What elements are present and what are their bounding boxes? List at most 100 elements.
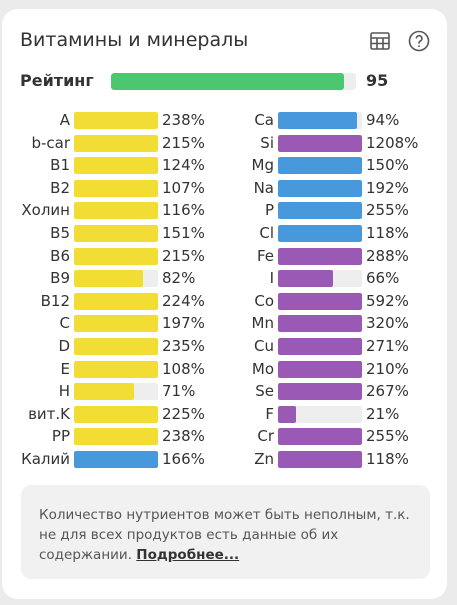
nutrient-label: B2: [50, 178, 70, 197]
nutrient-bar: [278, 225, 362, 242]
nutrient-bar: [74, 405, 158, 423]
nutrient-bar-fill: [74, 202, 158, 220]
nutrient-row-right: Fe 288%: [2, 245, 447, 267]
nutrient-bar: [74, 338, 158, 355]
nutrient-bar: [278, 134, 362, 152]
nutrient-label: Mn: [251, 314, 274, 333]
nutrient-label: B1: [50, 156, 70, 175]
nutrient-percent: 82%: [162, 269, 196, 288]
nutrient-row-right: P 255%: [2, 199, 447, 221]
nutrient-percent: 255%: [366, 201, 409, 220]
nutrient-label: Холин: [21, 201, 70, 220]
nutrient-percent: 238%: [162, 427, 205, 446]
nutrient-row-left: вит.K 225%: [2, 403, 447, 425]
table-icon[interactable]: [368, 29, 392, 53]
nutrient-label: Mg: [251, 156, 274, 175]
nutrient-bar: [278, 247, 362, 265]
nutrient-bar-fill: [74, 451, 158, 468]
nutrient-percent: 124%: [162, 156, 205, 175]
nutrient-bar: [74, 383, 158, 401]
nutrient-percent: 215%: [162, 246, 205, 265]
nutrient-label: Cr: [257, 427, 274, 446]
nutrient-percent: 108%: [162, 359, 205, 378]
nutrient-bar-fill: [74, 338, 158, 355]
nutrient-label: Mo: [251, 359, 274, 378]
nutrient-label: C: [59, 314, 70, 333]
nutrient-bar: [74, 270, 158, 288]
nutrient-bar-fill: [74, 405, 158, 423]
nutrient-percent: 192%: [366, 178, 409, 197]
nutrient-percent: 150%: [366, 156, 409, 175]
nutrient-row-left: PP 238%: [2, 425, 447, 447]
nutrient-bar-fill: [278, 451, 362, 468]
nutrient-bar-fill: [74, 292, 158, 310]
nutrient-row-left: C 197%: [2, 312, 447, 334]
nutrient-row-right: Mo 210%: [2, 358, 447, 380]
nutrient-percent: 267%: [366, 382, 409, 401]
nutrient-bar-fill: [278, 360, 362, 378]
nutrient-bar-fill: [278, 247, 362, 265]
nutrient-label: B6: [50, 246, 70, 265]
nutrient-bar: [278, 179, 362, 197]
nutrient-bar: [74, 112, 158, 129]
nutrient-row-left: Калий 166%: [2, 448, 447, 470]
nutrient-bar: [74, 247, 158, 265]
nutrient-label: b-car: [31, 133, 70, 152]
nutrient-percent: 118%: [366, 450, 409, 468]
nutrient-row-left: B6 215%: [2, 245, 447, 267]
more-info-link[interactable]: Подробнее...: [136, 547, 240, 563]
nutrient-row-right: F 21%: [2, 403, 447, 425]
nutrient-bar: [278, 405, 362, 423]
nutrient-label: Si: [260, 133, 274, 152]
nutrient-bar-fill: [278, 292, 362, 310]
nutrient-bar-fill: [74, 360, 158, 378]
nutrient-bar: [74, 225, 158, 242]
nutrient-bar-fill: [278, 383, 362, 401]
info-note-text: Количество нутриентов может быть неполны…: [39, 505, 419, 565]
nutrient-percent: 224%: [162, 291, 205, 310]
nutrient-bar-fill: [74, 247, 158, 265]
nutrient-percent: 271%: [366, 337, 409, 355]
nutrient-label: F: [265, 404, 274, 423]
nutrient-bar-fill: [278, 202, 362, 220]
nutrient-percent: 320%: [366, 314, 409, 333]
nutrient-bar: [278, 428, 362, 446]
nutrient-label: Fe: [256, 246, 274, 265]
nutrient-percent: 116%: [162, 201, 205, 220]
nutrient-percent: 210%: [366, 359, 409, 378]
nutrient-bar: [74, 451, 158, 468]
nutrient-percent: 118%: [366, 224, 409, 242]
nutrient-row-right: I 66%: [2, 267, 447, 289]
nutrient-bar: [278, 112, 362, 129]
nutrient-bar: [278, 292, 362, 310]
nutrient-bar: [278, 315, 362, 333]
card-title: Витамины и минералы: [20, 29, 249, 51]
nutrient-row-right: Cu 271%: [2, 335, 447, 357]
nutrient-percent: 151%: [162, 224, 205, 242]
nutrient-row-left: D 235%: [2, 335, 447, 357]
nutrient-label: A: [59, 111, 70, 129]
nutrient-row-right: Mn 320%: [2, 312, 447, 334]
nutrient-row-left: E 108%: [2, 358, 447, 380]
nutrient-bar: [278, 451, 362, 468]
nutrient-bar-fill: [278, 315, 362, 333]
nutrient-bar-fill: [74, 270, 143, 288]
vitamins-minerals-card: Витамины и минералы Рейтинг 95 A 238% b-ca…: [2, 9, 447, 599]
nutrient-label: Se: [255, 382, 274, 401]
nutrient-row-right: Se 267%: [2, 380, 447, 402]
nutrient-row-right: Cr 255%: [2, 425, 447, 447]
nutrient-percent: 255%: [366, 427, 409, 446]
nutrient-percent: 21%: [366, 404, 400, 423]
nutrient-percent: 238%: [162, 111, 205, 129]
nutrient-label: B9: [50, 269, 70, 288]
nutrient-label: E: [60, 359, 70, 378]
nutrient-bar-fill: [278, 112, 357, 129]
nutrient-bar-fill: [74, 428, 158, 446]
nutrient-label: I: [269, 269, 274, 288]
nutrient-label: D: [58, 337, 70, 355]
rating-bar: [111, 73, 356, 90]
nutrient-label: Na: [253, 178, 274, 197]
nutrient-bar: [74, 202, 158, 220]
nutrient-label: Zn: [254, 450, 274, 468]
help-circle-icon[interactable]: [407, 29, 431, 53]
